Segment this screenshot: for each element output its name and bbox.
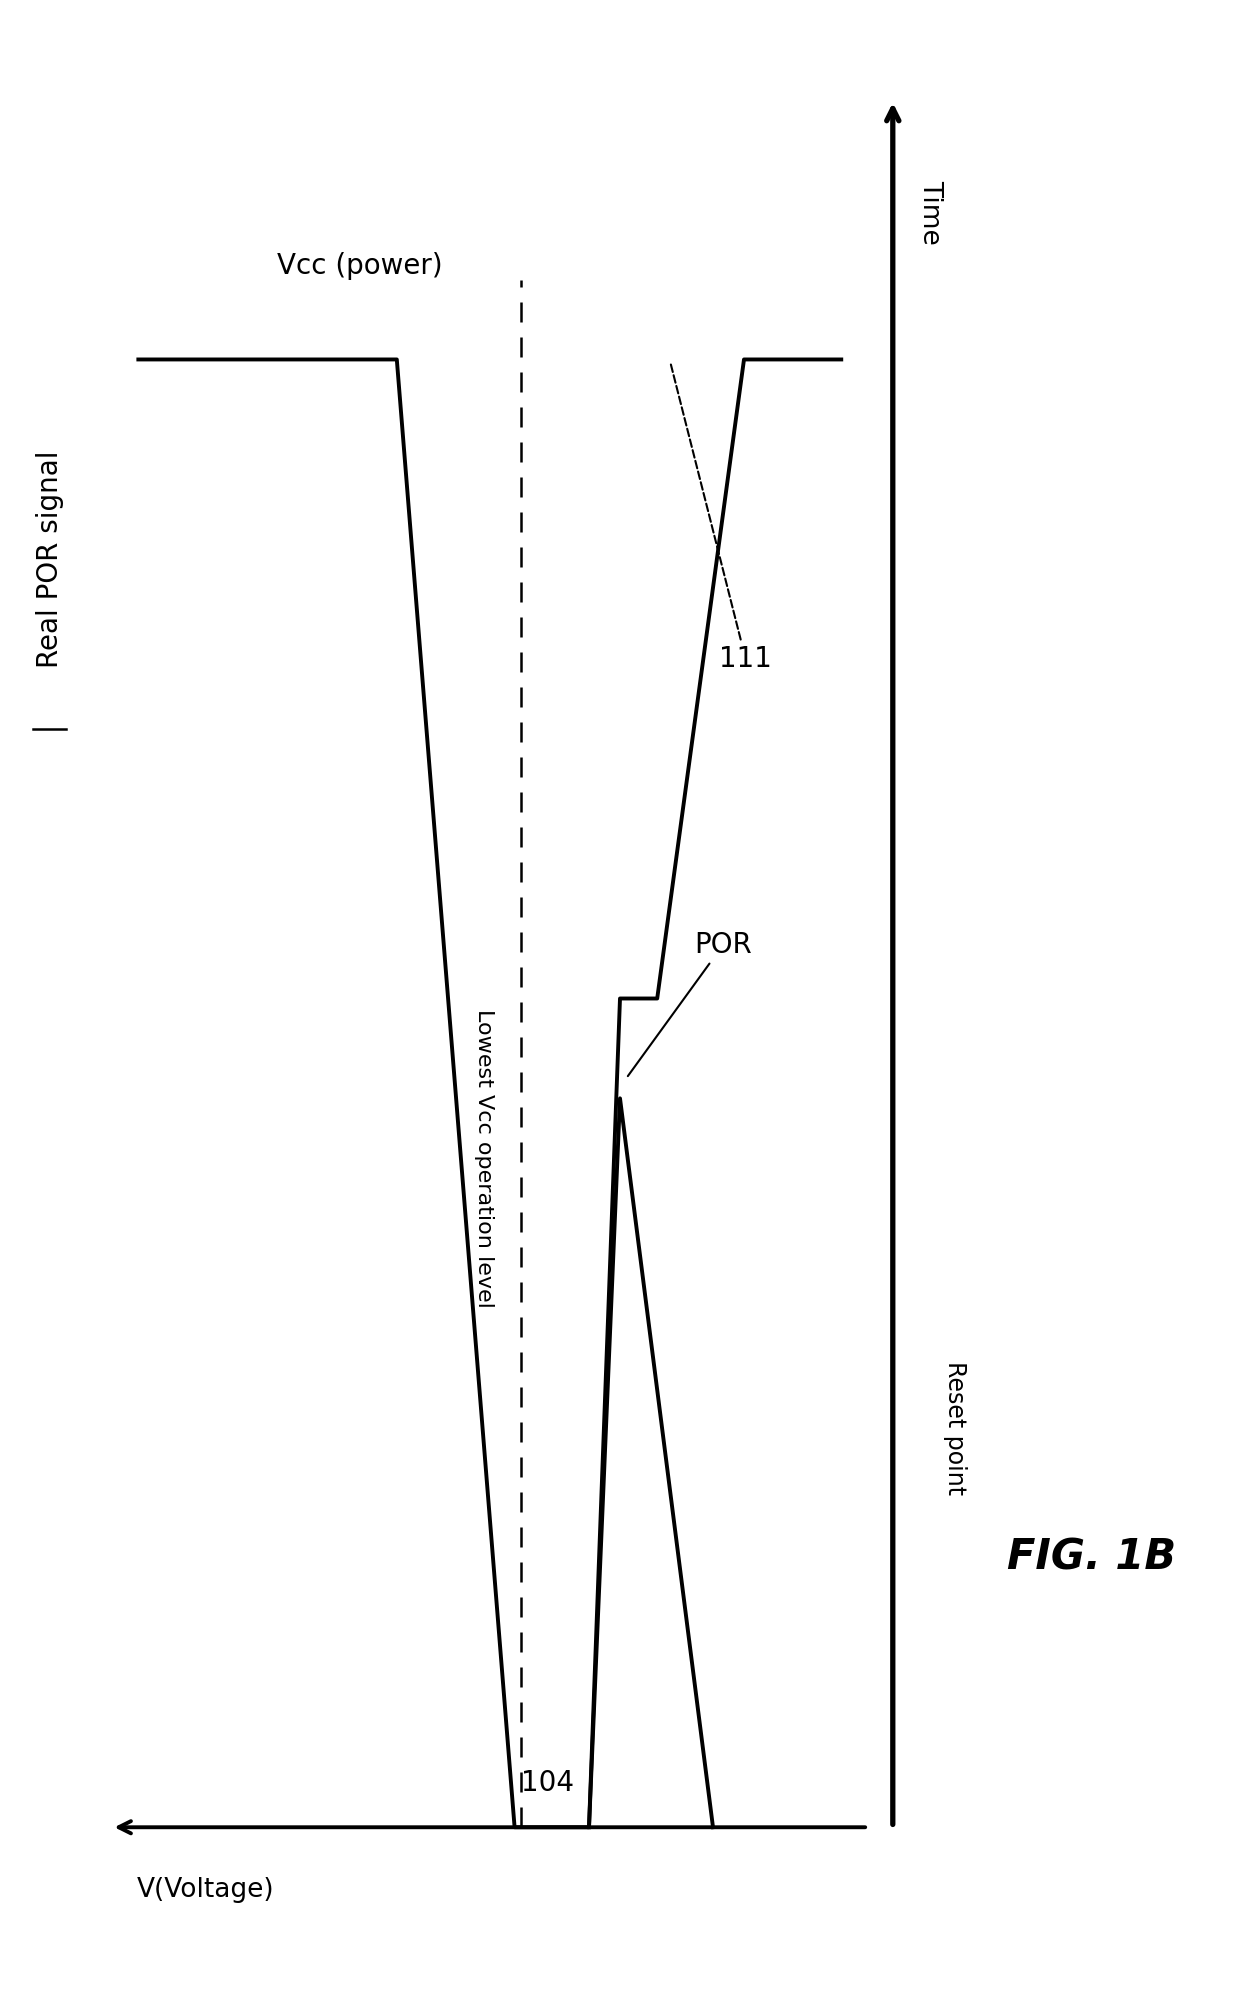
Text: Vcc (power): Vcc (power) — [277, 252, 443, 280]
Text: Reset point: Reset point — [942, 1360, 967, 1496]
Text: FIG. 1B: FIG. 1B — [1007, 1536, 1176, 1580]
Text: POR: POR — [627, 931, 753, 1076]
Text: 104: 104 — [521, 1769, 574, 1797]
Text: 111: 111 — [671, 361, 773, 673]
Text: Real POR signal: Real POR signal — [36, 451, 63, 667]
Text: Lowest Vcc operation level: Lowest Vcc operation level — [474, 1008, 494, 1308]
Text: V(Voltage): V(Voltage) — [136, 1877, 274, 1903]
Text: Time: Time — [918, 180, 942, 244]
